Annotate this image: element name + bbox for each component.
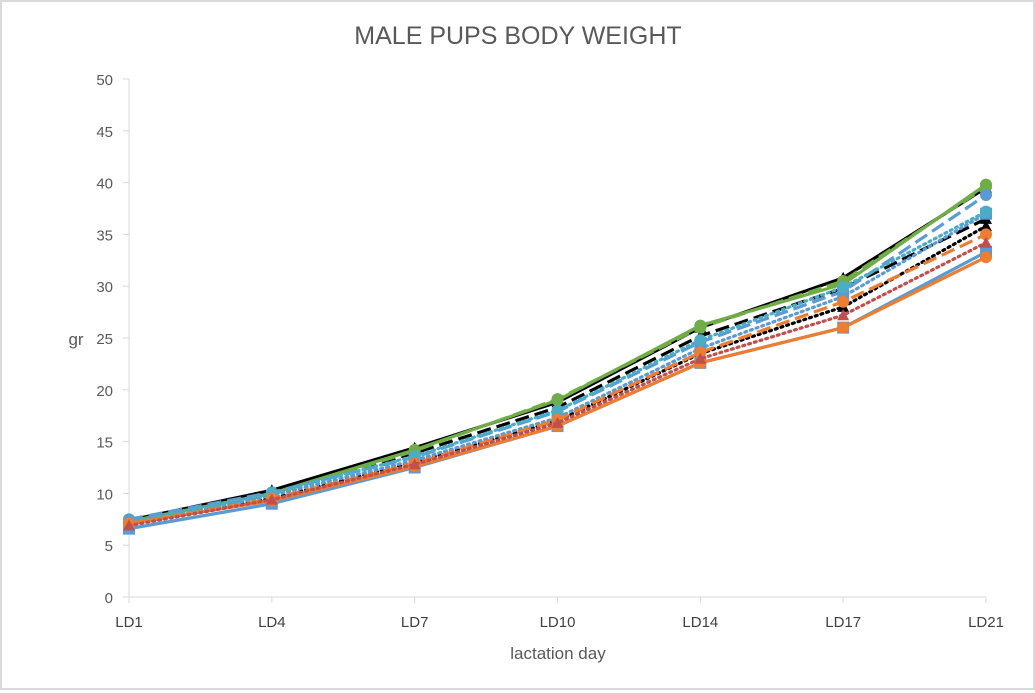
data-point [980, 180, 992, 193]
data-point [551, 393, 564, 406]
data-point [980, 205, 992, 218]
data-point [694, 346, 707, 359]
y-tick-label: 40 [96, 176, 113, 193]
series-12 [123, 236, 992, 531]
y-tick-label: 15 [96, 435, 113, 452]
y-tick-label: 25 [96, 331, 113, 348]
data-point [980, 220, 992, 232]
data-point [694, 321, 707, 334]
series-line [128, 185, 987, 526]
series-6 [123, 246, 992, 535]
data-point [551, 404, 564, 417]
data-point [837, 295, 850, 308]
y-tick-label: 45 [96, 124, 113, 141]
series-8 [123, 207, 992, 531]
series-line [128, 193, 987, 521]
x-tick-label: LD10 [540, 614, 576, 631]
series-line [127, 224, 988, 527]
x-tick-label: LD7 [401, 614, 429, 631]
data-point [980, 251, 992, 264]
data-point [980, 236, 992, 248]
y-tick-label: 50 [96, 72, 113, 89]
series-line [127, 212, 988, 527]
x-tick-label: LD4 [258, 614, 286, 631]
series-11 [123, 228, 992, 531]
data-point [408, 458, 421, 470]
series-line [127, 210, 988, 525]
data-point [837, 281, 850, 294]
data-point [551, 416, 564, 428]
series-line [128, 255, 987, 526]
x-tick-label: LD1 [115, 614, 143, 631]
axis-tick-marks [123, 78, 987, 603]
series-line [128, 183, 987, 523]
series-2 [123, 212, 992, 528]
series-7 [123, 189, 992, 526]
x-tick-label: LD17 [825, 614, 861, 631]
y-tick-labels: 0 5 10 15 20 25 30 35 40 45 50 [96, 72, 113, 607]
data-point [980, 189, 992, 202]
chart-title: MALE PUPS BODY WEIGHT [354, 22, 681, 50]
data-point [265, 493, 278, 505]
y-tick-label: 10 [96, 486, 113, 503]
data-point [837, 321, 850, 334]
y-tick-label: 35 [96, 227, 113, 244]
y-tick-label: 0 [105, 590, 113, 607]
series-line [128, 217, 987, 524]
y-axis-label: gr [68, 330, 83, 349]
y-tick-label: 5 [105, 538, 113, 555]
y-tick-label: 20 [96, 383, 113, 400]
series-line [128, 232, 987, 527]
series-4 [123, 178, 992, 528]
data-point [694, 334, 707, 347]
x-tick-label: LD21 [968, 614, 1004, 631]
data-point [694, 352, 707, 364]
x-tick-labels: LD1 LD4 LD7 LD10 LD14 LD17 LD21 [115, 614, 1004, 631]
series-1 [123, 181, 992, 526]
data-point [123, 519, 135, 531]
series-5 [123, 180, 992, 530]
data-point [980, 228, 992, 241]
series-line [128, 186, 987, 522]
data-point [837, 309, 850, 321]
x-tick-label: LD14 [682, 614, 718, 631]
y-tick-label: 30 [96, 279, 113, 296]
x-axis-label: lactation day [510, 644, 606, 663]
series-line [127, 241, 988, 528]
plot-series [123, 178, 992, 535]
series-9 [123, 205, 992, 529]
